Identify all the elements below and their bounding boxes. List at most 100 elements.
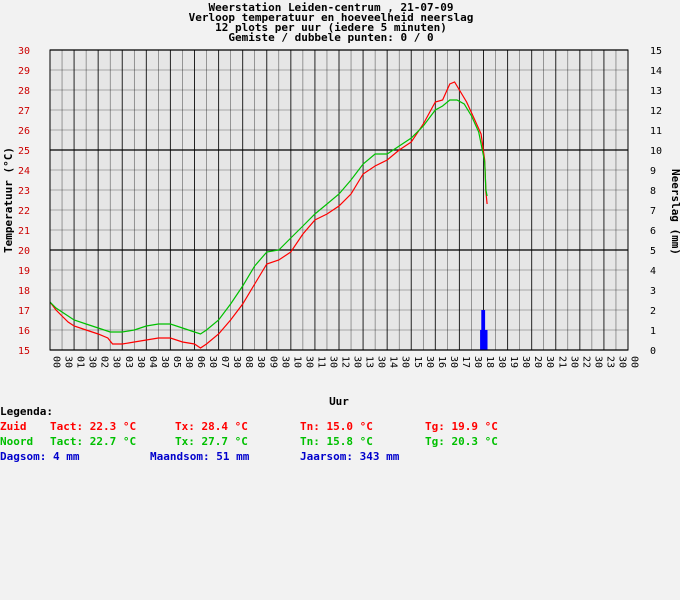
temperature-rain-chart: Weerstation Leiden-centrum , 21-07-09 Ve…	[2, 1, 680, 408]
x-tick-hour-label: 17	[460, 356, 471, 368]
legend-zuid-tg: Tg: 19.9 °C	[425, 420, 498, 433]
x-tick-hour-label: 14	[388, 356, 399, 368]
y-tick-right-label: 5	[650, 246, 656, 257]
y-tick-right-label: 0	[650, 346, 656, 357]
grid	[49, 49, 629, 351]
series-line-zuid	[49, 81, 488, 349]
legend-noord-label: Noord	[0, 435, 34, 448]
x-tick-halfhour-label: 30	[63, 356, 74, 368]
y-tick-right-label: 15	[650, 46, 662, 57]
legend-noord-tn: Tn: 15.8 °C	[300, 435, 373, 448]
y-tick-right-label: 8	[650, 186, 656, 197]
x-tick-halfhour-label: 30	[279, 356, 290, 368]
y-tick-right-label: 4	[650, 266, 656, 277]
legend-zuid-label: Zuid	[0, 420, 27, 433]
y-tick-right-label: 1	[650, 326, 656, 337]
x-tick-hour-label: 23	[604, 356, 615, 368]
title-line-3: 12 plots per uur (iedere 5 minuten)	[215, 21, 447, 34]
x-tick-hour-label: 04	[147, 356, 158, 368]
x-tick-hour-label: 01	[75, 356, 86, 368]
x-tick-hour-label: 11	[315, 356, 326, 368]
y-tick-left-label: 30	[18, 46, 30, 57]
legend-rain-month: Maandsom: 51 mm	[150, 450, 250, 463]
y-tick-left-label: 21	[18, 226, 30, 237]
x-tick-hour-label: 21	[556, 356, 567, 368]
title-line-1: Weerstation Leiden-centrum , 21-07-09	[208, 1, 453, 14]
x-tick-hour-label: 20	[532, 356, 543, 368]
x-tick-halfhour-label: 30	[544, 356, 555, 368]
y-tick-left-label: 28	[18, 86, 30, 97]
y-tick-right-label: 13	[650, 86, 662, 97]
x-tick-halfhour-label: 30	[207, 356, 218, 368]
x-tick-hour-label: 10	[291, 356, 302, 368]
x-tick-halfhour-label: 30	[424, 356, 435, 368]
y-tick-right-label: 6	[650, 226, 656, 237]
x-tick-hour-label: 02	[99, 356, 110, 368]
y-axis-left-ticks: 15 16 17 18 19 20 21 22 23 24 25 26 27 28 29 30	[18, 46, 30, 357]
legend-noord-tact: Tact: 22.7 °C	[50, 435, 137, 448]
y-tick-left-label: 16	[18, 326, 30, 337]
x-tick-halfhour-label: 30	[231, 356, 242, 368]
x-tick-hour-label: 19	[508, 356, 519, 368]
x-tick-halfhour-label: 30	[520, 356, 531, 368]
legend-zuid-tx: Tx: 28.4 °C	[175, 420, 248, 433]
y-axis-left-label: Temperatuur (°C)	[2, 147, 15, 253]
x-tick-halfhour-label: 30	[496, 356, 507, 368]
y-axis-right-label: Neerslag (mm)	[669, 169, 680, 255]
rain-bar	[484, 330, 488, 350]
title-line-2: Verloop temperatuur en hoeveelheid neers…	[189, 11, 474, 24]
y-tick-left-label: 29	[18, 66, 30, 77]
y-tick-right-label: 3	[650, 286, 656, 297]
y-tick-right-label: 10	[650, 146, 662, 157]
legend-zuid-tact: Tact: 22.3 °C	[50, 420, 137, 433]
x-tick-hour-label: 12	[340, 356, 351, 368]
x-tick-halfhour-label: 30	[400, 356, 411, 368]
y-tick-right-label: 2	[650, 306, 656, 317]
x-tick-halfhour-label: 30	[303, 356, 314, 368]
x-tick-halfhour-label: 30	[592, 356, 603, 368]
y-tick-left-label: 15	[18, 346, 30, 357]
x-tick-hour-label: 16	[436, 356, 447, 368]
legend-rain-day: Dagsom: 4 mm	[0, 450, 80, 463]
legend: Legenda: Zuid Tact: 22.3 °C Tx: 28.4 °C …	[0, 405, 680, 465]
plot-border	[49, 49, 629, 351]
y-tick-left-label: 25	[18, 146, 30, 157]
temperature-lines	[49, 81, 488, 349]
rain-bars	[480, 310, 488, 350]
chart-title: Weerstation Leiden-centrum , 21-07-09 Ve…	[189, 1, 474, 44]
x-axis-label: Uur	[329, 395, 349, 408]
y-tick-left-label: 27	[18, 106, 30, 117]
x-tick-halfhour-label: 30	[111, 356, 122, 368]
x-tick-hour-label: 08	[243, 356, 254, 368]
x-tick-hour-label: 13	[364, 356, 375, 368]
y-tick-right-label: 7	[650, 206, 656, 217]
x-tick-hour-label: 22	[580, 356, 591, 368]
title-line-4: Gemiste / dubbele punten: 0 / 0	[228, 31, 433, 44]
x-tick-hour-label: 09	[267, 356, 278, 368]
y-tick-left-label: 19	[18, 266, 30, 277]
y-tick-right-label: 14	[650, 66, 662, 77]
legend-noord-tg: Tg: 20.3 °C	[425, 435, 498, 448]
legend-noord-tx: Tx: 27.7 °C	[175, 435, 248, 448]
y-tick-left-label: 18	[18, 286, 30, 297]
y-tick-right-label: 11	[650, 126, 662, 137]
x-tick-halfhour-label: 30	[87, 356, 98, 368]
y-tick-right-label: 12	[650, 106, 662, 117]
y-tick-left-label: 17	[18, 306, 30, 317]
x-tick-halfhour-label: 30	[352, 356, 363, 368]
x-tick-halfhour-label: 30	[568, 356, 579, 368]
x-tick-halfhour-label: 30	[135, 356, 146, 368]
x-tick-halfhour-label: 30	[327, 356, 338, 368]
y-tick-left-label: 22	[18, 206, 30, 217]
x-tick-halfhour-label: 30	[255, 356, 266, 368]
x-tick-halfhour-label: 30	[448, 356, 459, 368]
x-tick-hour-label: 07	[219, 356, 230, 368]
x-tick-halfhour-label: 30	[616, 356, 627, 368]
x-tick-halfhour-label: 30	[376, 356, 387, 368]
x-tick-hour-label: 00	[51, 356, 62, 368]
y-tick-left-label: 23	[18, 186, 30, 197]
x-tick-hour-label: 03	[123, 356, 134, 368]
y-tick-left-label: 20	[18, 246, 30, 257]
x-axis-ticks: 00 30 01 30 02 30 03 30 04 30 05 30 06 30 07 30 08 30 09 30…	[51, 356, 640, 368]
